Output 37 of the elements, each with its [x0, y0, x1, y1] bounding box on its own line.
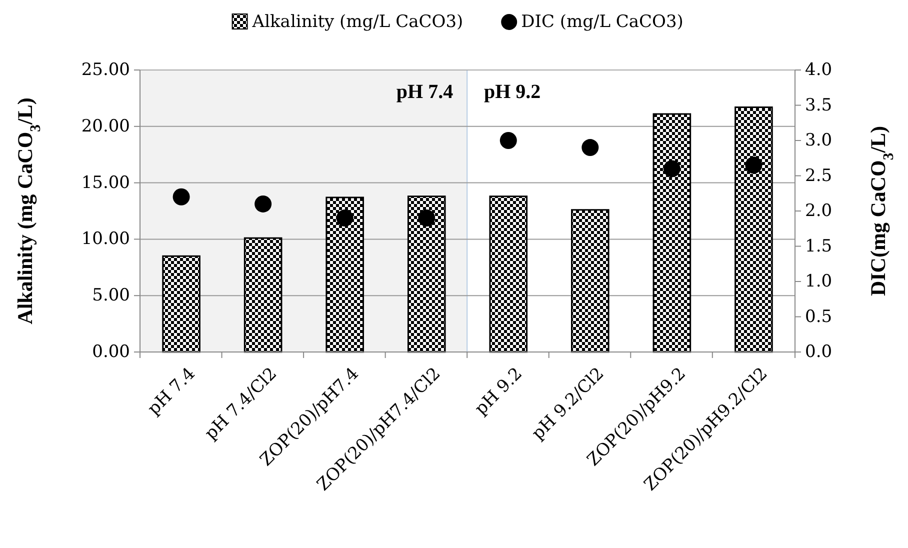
bar — [489, 196, 528, 353]
bar — [244, 237, 282, 353]
y2-tick-label: 3.0 — [805, 130, 832, 150]
point — [582, 139, 599, 156]
point — [418, 210, 436, 227]
y2-tick-label: 0.0 — [805, 342, 832, 362]
y-tick-label: 25.00 — [81, 60, 130, 80]
x-tick-label: pH 9.2 — [471, 364, 526, 420]
bar — [326, 196, 364, 353]
y2-tick-label: 0.5 — [805, 306, 832, 327]
y-tick-label: 15.00 — [81, 172, 130, 193]
bar — [652, 113, 692, 353]
point — [254, 195, 272, 212]
y2-tick-label: 1.5 — [805, 236, 832, 256]
point — [500, 132, 517, 149]
legend-label: Alkalinity (mg/L CaCO3) — [251, 12, 464, 32]
bar — [734, 106, 773, 353]
bar — [571, 209, 610, 353]
y-tick-label: 20.00 — [81, 116, 130, 136]
point — [172, 188, 190, 206]
point — [336, 210, 354, 227]
y2-tick-label: 3.5 — [805, 95, 832, 116]
y2-tick-label: 1.0 — [805, 272, 832, 292]
bar — [162, 255, 200, 353]
bar — [407, 196, 446, 353]
y2-tick-label: 2.5 — [805, 166, 832, 186]
annotation: pH 9.2 — [484, 81, 541, 103]
y-tick-label: 0.00 — [92, 342, 130, 362]
y-tick-label: 10.00 — [81, 229, 130, 250]
y2-tick-label: 4.0 — [805, 60, 832, 80]
y-tick-label: 5.00 — [92, 286, 130, 306]
y2-tick-label: 2.0 — [805, 201, 832, 221]
legend-label: DIC (mg/L CaCO3) — [521, 12, 684, 32]
point — [745, 156, 762, 174]
point — [663, 160, 680, 178]
x-tick-label: pH 7.4 — [144, 364, 200, 420]
annotation: pH 7.4 — [396, 81, 454, 103]
